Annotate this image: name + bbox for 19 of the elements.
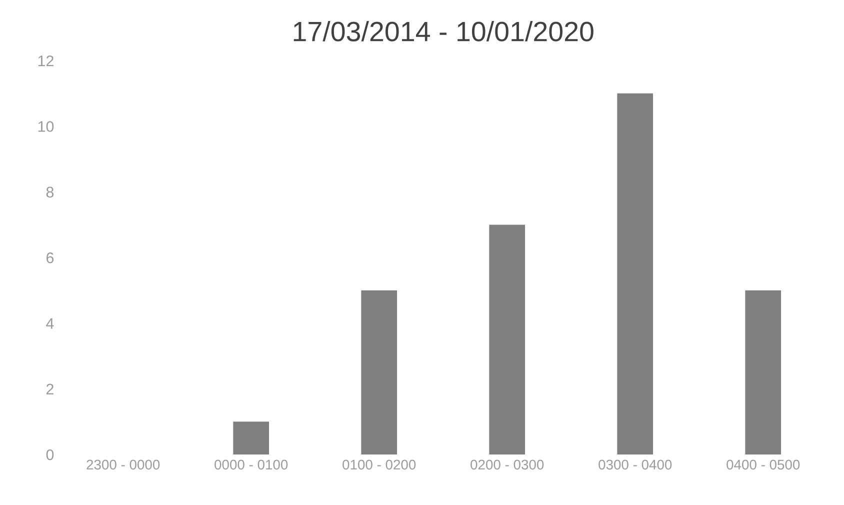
bar [745, 290, 782, 454]
y-tick-label: 10 [38, 121, 54, 132]
x-tick-label: 0300 - 0400 [598, 460, 672, 470]
x-tick-label: 0000 - 0100 [214, 460, 288, 470]
y-tick-label: 0 [46, 449, 54, 460]
bar [489, 224, 526, 454]
x-tick-label: 2300 - 0000 [86, 460, 160, 470]
y-tick-label: 6 [46, 252, 54, 264]
y-tick-label: 2 [46, 384, 54, 394]
y-tick-label: 8 [46, 186, 54, 198]
y-tick-label: 12 [38, 55, 54, 66]
y-tick-label: 4 [46, 318, 54, 329]
x-tick-label: 0100 - 0200 [342, 460, 416, 470]
x-tick-label: 0200 - 0300 [470, 460, 544, 470]
chart-title: 17/03/2014 - 10/01/2020 [294, 21, 594, 42]
bar [233, 422, 270, 454]
bar [361, 290, 398, 454]
bar [617, 93, 654, 454]
x-tick-label: 0400 - 0500 [726, 460, 800, 470]
